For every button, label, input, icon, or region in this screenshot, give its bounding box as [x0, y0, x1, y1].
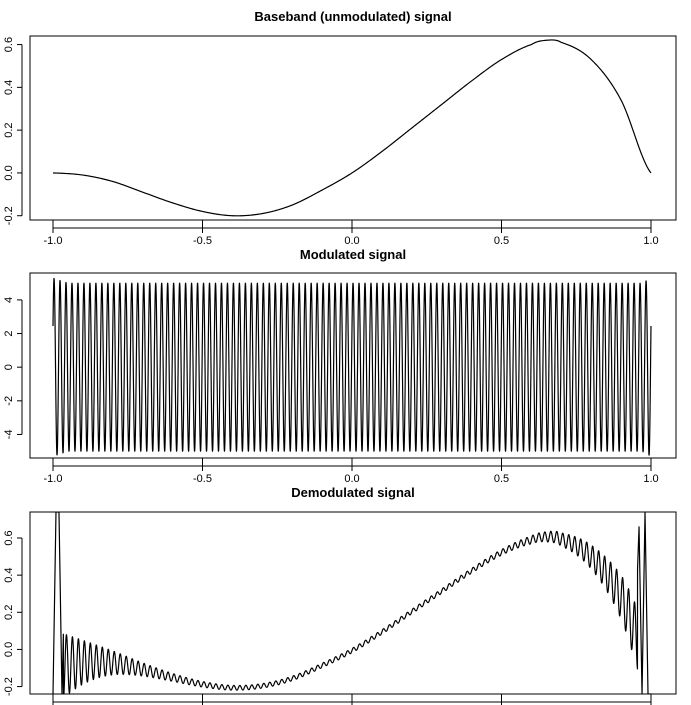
x-tick-label: 0.0 — [344, 235, 359, 247]
y-tick-label: 4 — [3, 297, 15, 303]
y-tick-label: -4 — [3, 430, 15, 440]
y-tick-label: 0.4 — [3, 567, 15, 582]
x-tick-label: -1.0 — [44, 235, 63, 247]
series-line — [52, 39, 652, 217]
x-tick-label: -0.5 — [193, 473, 212, 485]
x-tick-label: -1.0 — [44, 473, 63, 485]
y-tick-label: 0.2 — [3, 122, 15, 137]
plot-frame — [29, 35, 677, 221]
x-tick-label: 1.0 — [643, 473, 658, 485]
y-tick-label: 0.4 — [3, 80, 15, 95]
chart-title: Demodulated signal — [291, 485, 415, 500]
y-tick-label: 0.0 — [3, 642, 15, 657]
y-tick-label: 0 — [3, 364, 15, 370]
chart-title: Baseband (unmodulated) signal — [254, 9, 451, 24]
x-tick-label: 0.0 — [344, 473, 359, 485]
panel-demodulated: Demodulated signal -0.2 0.0 0.2 0.4 0.6 — [3, 485, 677, 705]
y-tick-label: -0.2 — [3, 206, 15, 225]
panel-baseband: Baseband (unmodulated) signal -1.0 -0.5 0.0… — [3, 9, 677, 247]
y-tick-label: -0.2 — [3, 677, 15, 696]
x-tick-label: 1.0 — [643, 235, 658, 247]
plot-frame — [29, 272, 677, 459]
x-tick-label: -0.5 — [193, 235, 212, 247]
y-tick-label: 0.6 — [3, 530, 15, 545]
y-tick-label: 0.6 — [3, 37, 15, 52]
y-tick-label: 0.0 — [3, 165, 15, 180]
panel-modulated: Modulated signal -1.0 -0.5 0.0 0.5 1.0 -4 -2 0 2 4 — [3, 247, 677, 485]
x-tick-label: 0.5 — [494, 473, 509, 485]
series-line — [52, 512, 652, 694]
y-tick-label: 2 — [3, 330, 15, 336]
series-line — [52, 277, 652, 456]
y-tick-label: 0.2 — [3, 605, 15, 620]
chart-title: Modulated signal — [300, 247, 406, 262]
plot-frame — [29, 511, 677, 695]
y-tick-label: -2 — [3, 396, 15, 406]
x-tick-label: 0.5 — [494, 235, 509, 247]
